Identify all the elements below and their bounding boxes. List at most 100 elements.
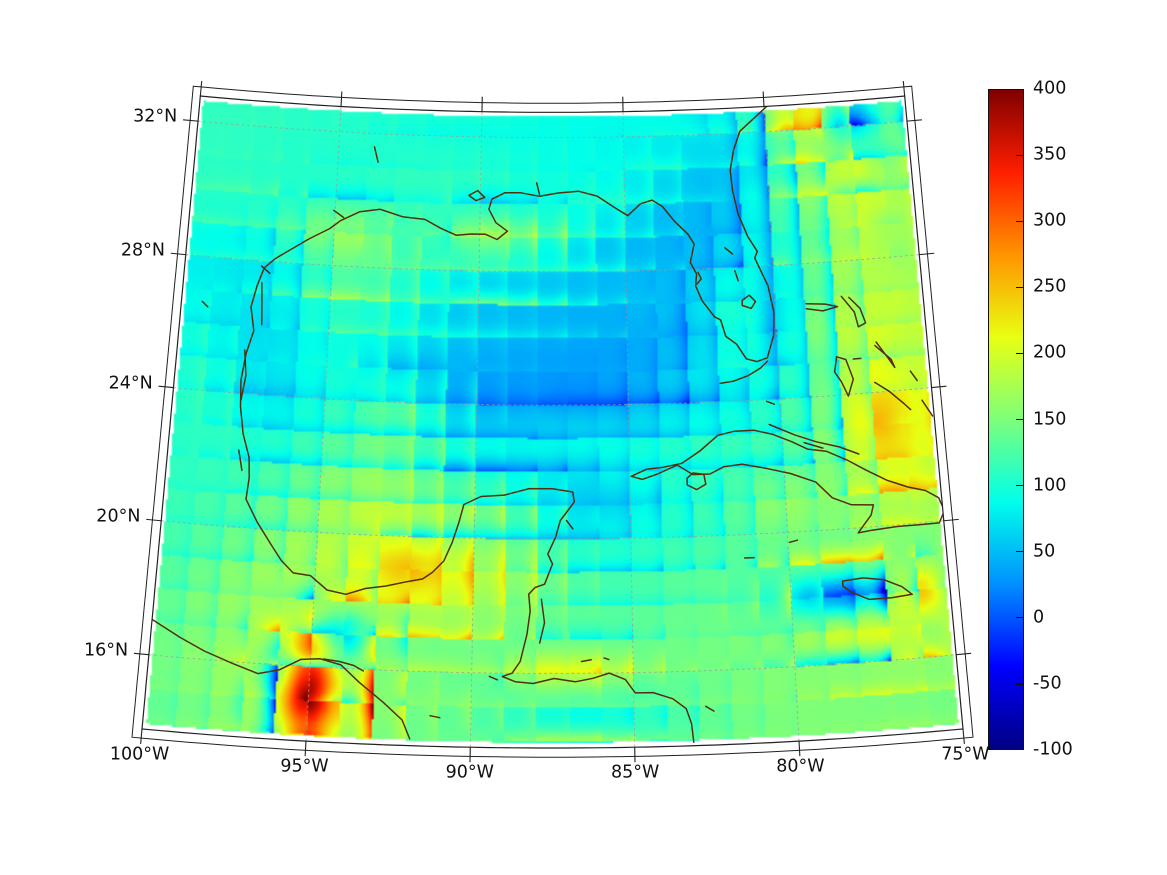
colorbar-tick-label: 150	[1033, 408, 1067, 429]
coastline-cuba-north-keys	[768, 423, 860, 455]
colorbar-tick-mark	[1016, 154, 1023, 156]
map-outer-boundary	[131, 85, 974, 758]
coastline-new-providence	[852, 357, 862, 360]
axis-tick	[146, 518, 162, 522]
coastline-tampa-bay	[696, 271, 702, 285]
axis-tick	[183, 119, 199, 122]
axis-tick	[919, 252, 935, 256]
axis-tick	[170, 252, 186, 256]
axis-tick	[158, 385, 174, 389]
coastline-bimini-cay-sal	[765, 400, 776, 405]
coastline-abaco	[840, 295, 867, 328]
coastline-lake-pontchartrain	[468, 189, 486, 202]
axis-tick	[133, 652, 149, 656]
coastline-florida-inland-lakes-2	[734, 270, 739, 282]
coastline-lake-izabal	[488, 675, 499, 681]
coastline-cuba	[630, 429, 946, 534]
coastline-roatan-east	[603, 657, 610, 661]
graticule-gridlines	[148, 106, 957, 748]
lat-tick-label: 28°N	[120, 239, 165, 260]
axis-tick	[304, 741, 307, 757]
colorbar-tick-label: 300	[1033, 210, 1067, 231]
coastline-long-island-bahamas	[921, 399, 934, 417]
gridline-meridian	[622, 111, 636, 748]
coastline-mobile-bay	[535, 182, 541, 196]
colorbar-tick-mark	[1016, 220, 1023, 222]
coastline-isla-de-la-juventud	[686, 472, 707, 491]
coastline-galveston-bay	[333, 209, 345, 219]
coastline-laguna-madre-tamaulipas	[240, 349, 247, 401]
lat-tick-label: 32°N	[133, 106, 178, 127]
lon-tick-label: 95°W	[280, 756, 329, 777]
colorbar-tick-label: 50	[1033, 540, 1056, 561]
coastline-mainland-atlantic-gulf-centralamerica	[239, 96, 776, 744]
axis-tick	[962, 728, 965, 744]
axis-tick	[798, 741, 801, 757]
colorbar-tick-label: 350	[1033, 144, 1067, 165]
axis-tick	[199, 81, 203, 97]
colorbar-tick-label: 200	[1033, 342, 1067, 363]
gridline-meridian	[469, 111, 483, 748]
coastline-guatemala-lakes	[429, 714, 441, 719]
coastline-florida-keys	[719, 360, 769, 385]
coastline-ragged-islands	[803, 441, 824, 449]
colorbar-tick-mark	[1016, 286, 1023, 288]
colorbar-tick-label: -100	[1033, 739, 1073, 760]
coastline-laguna-tamiahua	[238, 449, 243, 472]
gridline-parallel	[197, 120, 908, 139]
axis-tick	[906, 119, 922, 122]
coastline-cayman-brac	[788, 539, 799, 544]
coastline-andros	[833, 356, 855, 397]
colorbar-tick-mark	[1016, 352, 1023, 355]
coastline-bay-islands-honduras	[580, 659, 592, 663]
lon-tick-label: 80°W	[776, 756, 825, 777]
lat-tick-label: 20°N	[96, 506, 141, 527]
coastline-eleuthera	[874, 341, 896, 369]
coastline-toledo-bend-reservoir	[373, 146, 379, 163]
colorbar-tick-mark	[1016, 551, 1023, 553]
lon-tick-label: 90°W	[445, 762, 494, 783]
lat-tick-label: 24°N	[108, 372, 153, 393]
coastline-cozumel	[565, 519, 574, 530]
axis-tick	[762, 91, 765, 107]
axis-tick	[931, 385, 947, 389]
lon-tick-label: 75°W	[941, 744, 990, 765]
coastline-lake-okeechobee	[741, 294, 757, 310]
coastline-falcon-reservoir	[201, 300, 209, 308]
colorbar-tick-label: 100	[1033, 474, 1067, 495]
colorbar-tick-mark	[1016, 485, 1023, 487]
colorbar-tick-label: 0	[1033, 607, 1045, 628]
colorbar-tick-label: 250	[1033, 276, 1067, 297]
gridline-parallel	[185, 254, 920, 273]
coastline-pacific-coast-mexico	[148, 616, 411, 740]
coastline-exuma-chain	[874, 381, 912, 411]
colorbar-tick-label: 400	[1033, 78, 1067, 99]
gridline-meridian	[305, 106, 342, 742]
axis-tick	[943, 518, 959, 522]
gridline-parallel	[148, 654, 957, 674]
coastline-miskito-cays	[704, 705, 715, 712]
colorbar-tick-mark	[1016, 683, 1023, 685]
coastlines	[148, 96, 946, 744]
coastline-tehuantepec-lagoons	[322, 658, 365, 672]
gridline-parallel	[173, 387, 932, 406]
coastline-florida-inland-lakes	[724, 247, 734, 255]
gridline-meridian	[763, 106, 800, 742]
lon-tick-label: 85°W	[611, 762, 660, 783]
coastline-jamaica	[841, 577, 913, 601]
coastline-corpus-christi-bay	[260, 265, 271, 275]
gridline-parallel	[161, 520, 944, 540]
coastline-cat-island	[909, 370, 918, 382]
colorbar-tick-mark	[1016, 617, 1023, 619]
colorbar-tick-label: -50	[1033, 673, 1062, 694]
axis-tick	[340, 91, 343, 107]
coastline-belize-barrier-reef	[538, 598, 546, 644]
map-frame	[131, 81, 974, 763]
coastline-grand-bahama	[805, 302, 839, 312]
axis-tick	[956, 652, 972, 656]
lat-tick-label: 16°N	[83, 640, 129, 661]
colorbar-tick-mark	[1016, 418, 1023, 421]
axis-tick	[902, 81, 906, 97]
